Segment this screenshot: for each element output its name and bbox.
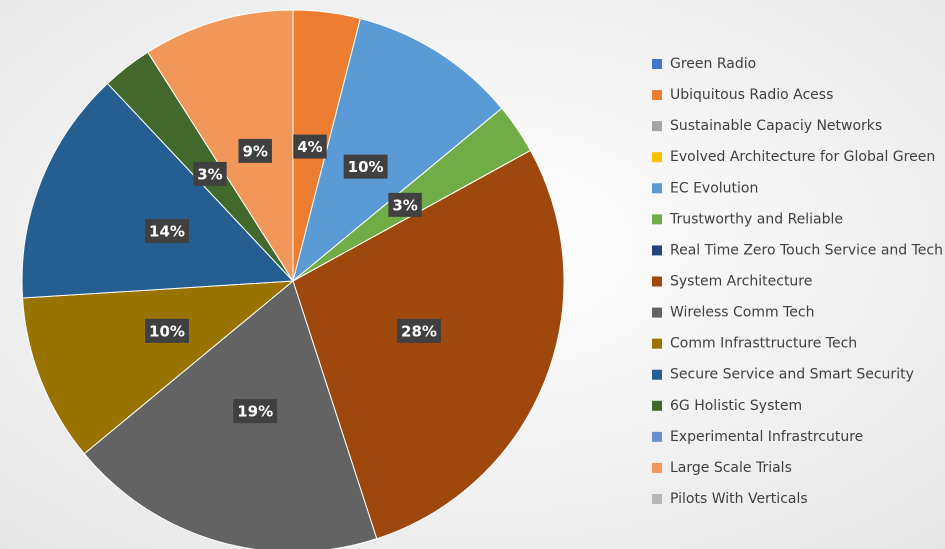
legend-label: Pilots With Verticals	[670, 491, 808, 507]
legend-swatch	[652, 90, 662, 101]
legend-label: Green Radio	[670, 56, 756, 72]
legend-label: EC Evolution	[670, 180, 758, 196]
legend-swatch	[652, 431, 662, 442]
data-label: 3%	[197, 165, 222, 183]
legend-swatch	[652, 121, 662, 132]
pie-slice	[292, 17, 503, 283]
legend-swatch	[652, 494, 662, 504]
legend-label: Trustworthy and Reliable	[669, 211, 843, 227]
data-label: 10%	[149, 322, 185, 340]
legend-swatch	[652, 183, 662, 194]
data-label: 4%	[297, 138, 322, 156]
data-label: 10%	[348, 158, 384, 176]
data-label-box	[145, 219, 189, 244]
legend-label: Sustainable Capaciy Networks	[670, 118, 882, 134]
legend-label: Ubiquitous Radio Acess	[670, 87, 833, 103]
legend-swatch	[652, 369, 662, 380]
legend-swatch	[652, 214, 662, 225]
data-label: 28%	[401, 322, 437, 340]
data-label: 9%	[242, 142, 267, 160]
legend-swatch	[652, 276, 662, 287]
legend-swatch	[652, 152, 662, 163]
legend-swatch	[652, 307, 662, 318]
data-label-box	[145, 318, 189, 343]
legend-swatch	[652, 400, 662, 411]
data-label: 19%	[237, 403, 273, 421]
data-label-box	[293, 134, 327, 159]
legend-swatch	[652, 245, 662, 256]
data-label: 3%	[392, 196, 417, 214]
legend-label: Secure Service and Smart Security	[670, 367, 914, 383]
pie-slice	[83, 280, 378, 549]
pie-slice	[292, 149, 565, 540]
pie	[21, 9, 565, 549]
legend-label: Comm Infrasttructure Tech	[670, 336, 857, 352]
legend-label: Wireless Comm Tech	[670, 305, 814, 321]
pie-slice	[147, 9, 294, 283]
legend-swatch	[652, 59, 662, 69]
legend-swatch	[652, 338, 662, 349]
pie-slice	[22, 280, 295, 455]
data-label-box	[238, 138, 272, 163]
data-label-box	[343, 154, 388, 179]
data-label-box	[388, 192, 422, 217]
legend-label: System Architecture	[670, 274, 812, 290]
legend-label: Large Scale Trials	[670, 460, 792, 476]
data-label-box	[233, 399, 278, 424]
legend-label: 6G Holistic System	[670, 398, 802, 414]
legend-label: Real Time Zero Touch Service and Tech	[670, 242, 943, 258]
legend: Green Radio Ubiquitous Radio Acess Sustain…	[652, 56, 943, 507]
data-labels: 4% 10% 3% 28% 19% 10% 14% 3% 9%	[145, 134, 441, 424]
data-label: 14%	[149, 223, 185, 241]
data-label-box	[193, 161, 227, 186]
pie-slice	[21, 82, 295, 299]
legend-label: Experimental Infrastrcuture	[670, 429, 863, 445]
legend-label: Evolved Architecture for Global Green	[670, 149, 935, 165]
legend-swatch	[652, 462, 662, 473]
data-label-box	[397, 318, 441, 343]
